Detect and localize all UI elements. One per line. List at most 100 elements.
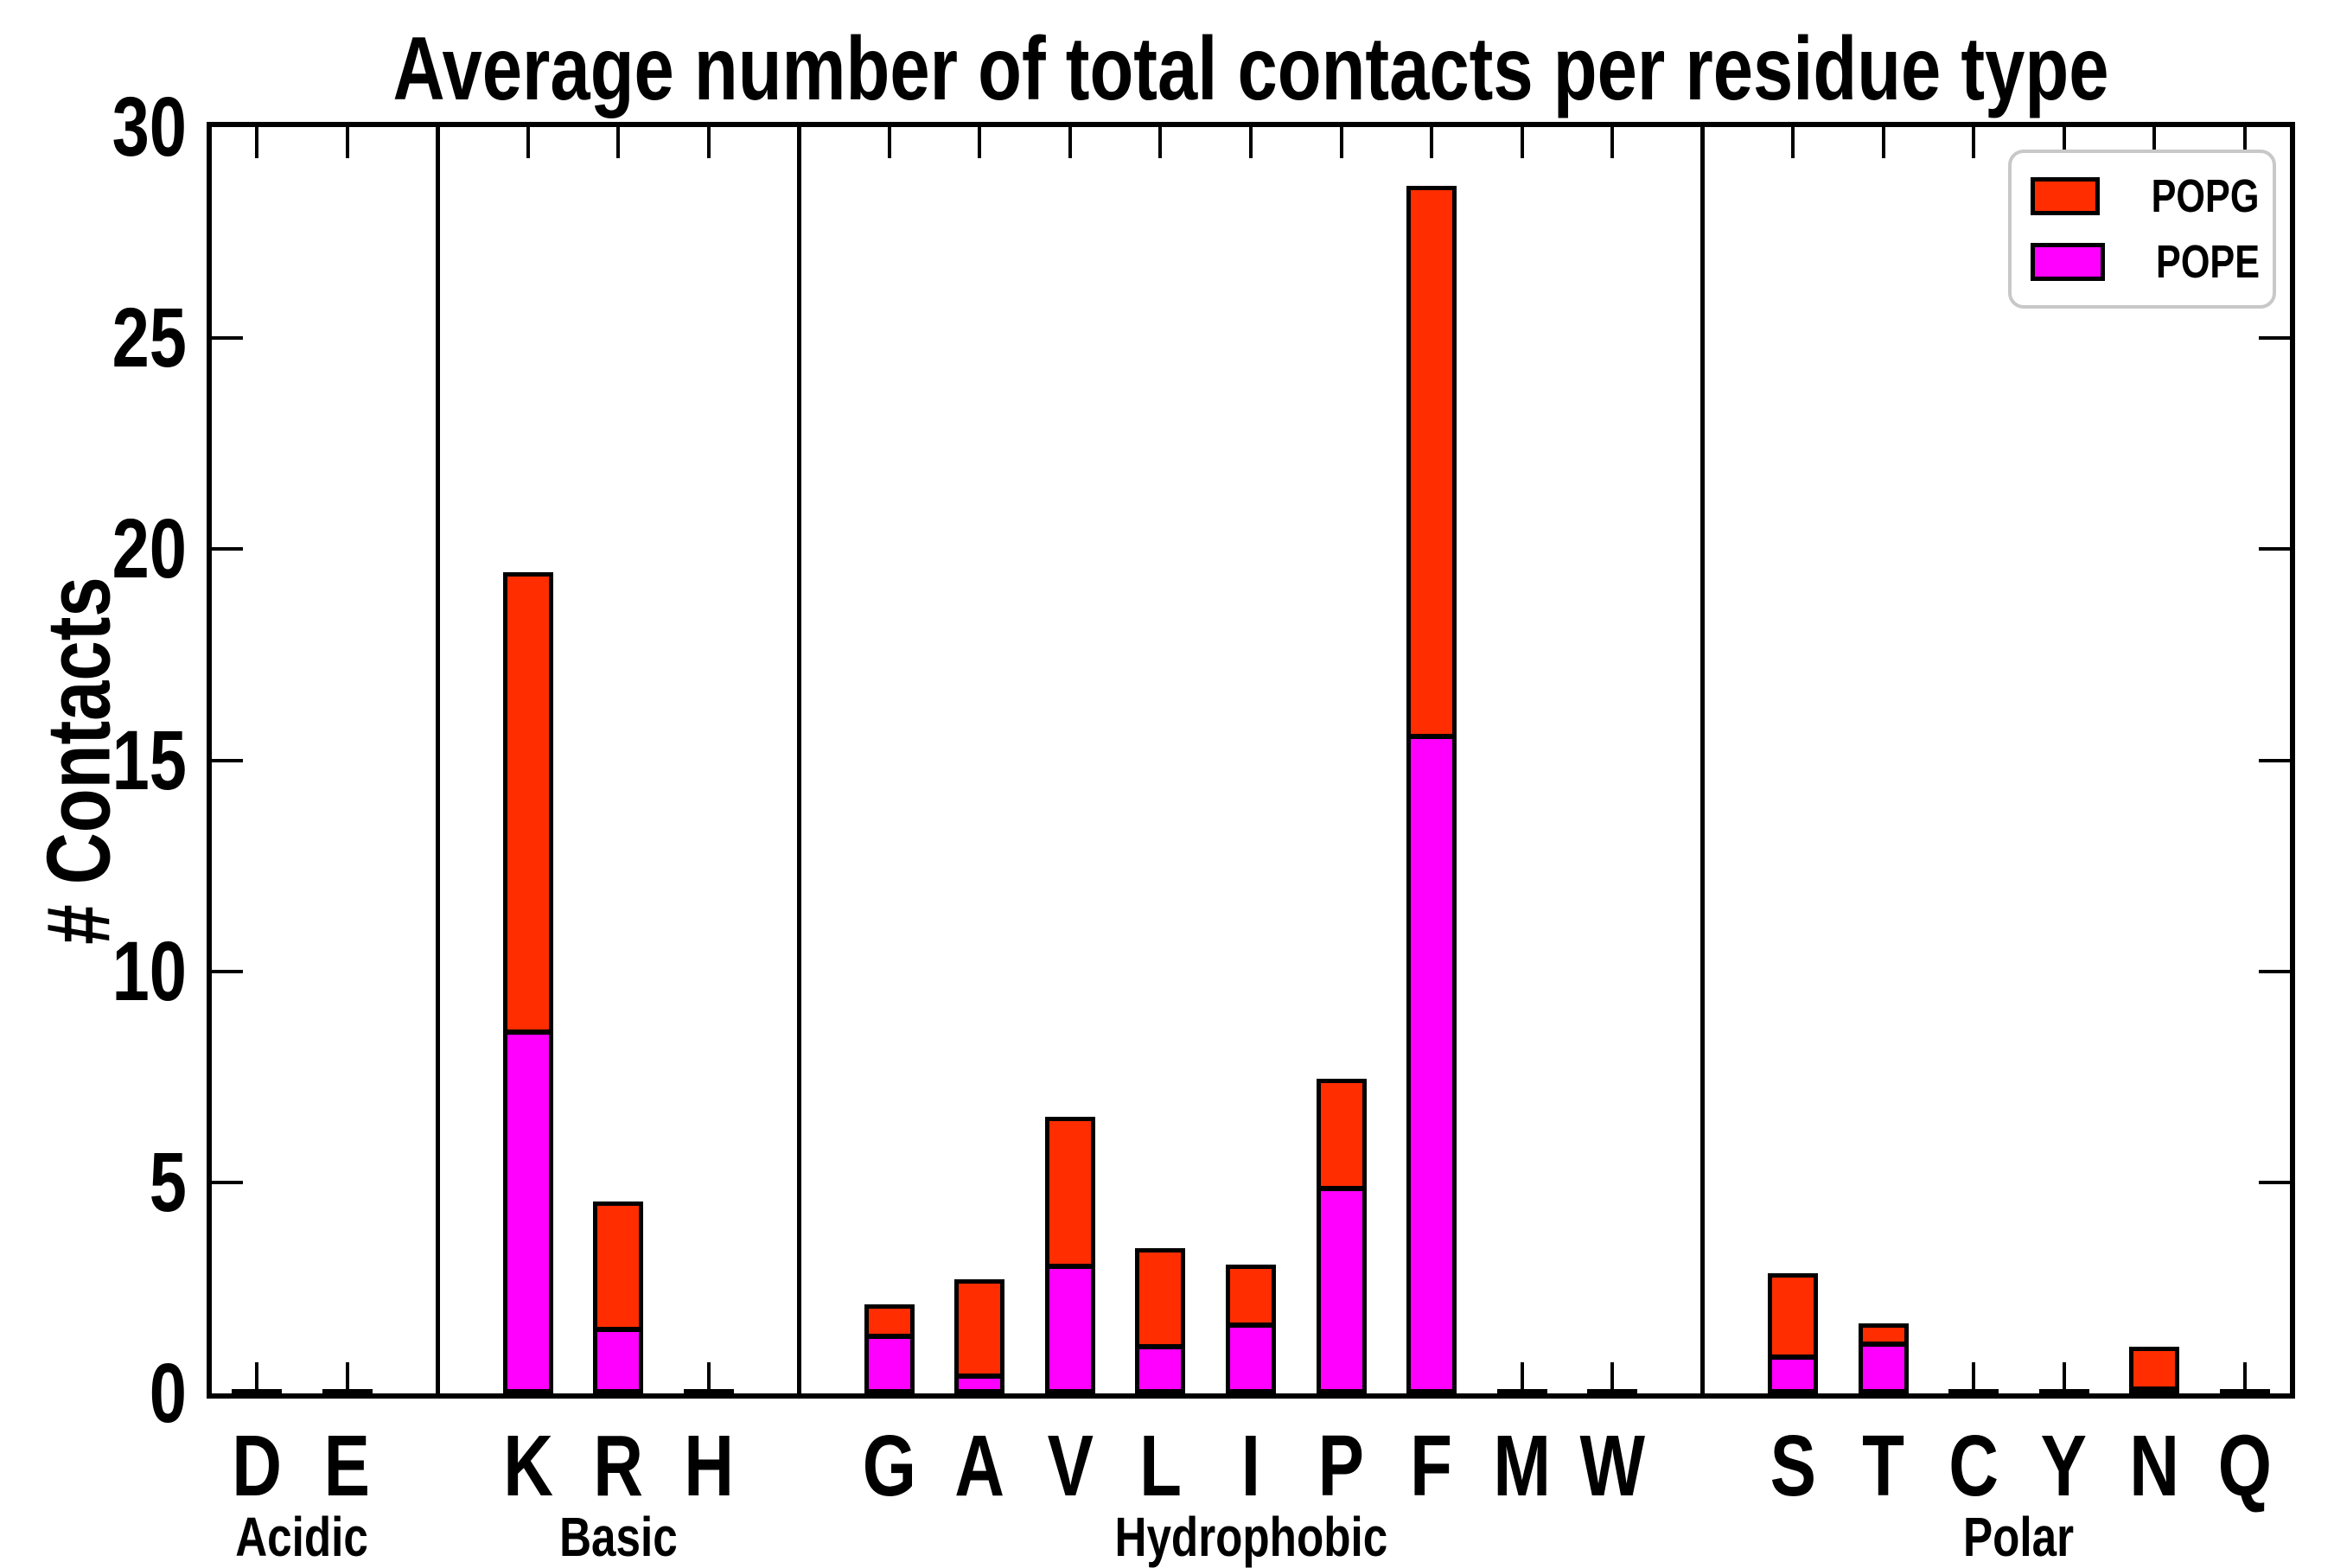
x-tick-letter: N: [2129, 1418, 2180, 1514]
x-tick-K: [526, 127, 530, 158]
group-label-hydrophobic: Hydrophobic: [992, 1506, 1510, 1568]
x-tick-C: [1972, 1362, 1976, 1393]
x-tick-letter: W: [1579, 1418, 1645, 1514]
x-tick-W: [1610, 127, 1615, 158]
y-tick-label-5: 5: [0, 1134, 187, 1229]
x-tick-label-E: E: [278, 1418, 417, 1514]
bar-I-popg: [1230, 1269, 1272, 1329]
legend-swatch-popg: [2031, 176, 2100, 215]
x-tick-label-Y: Y: [1995, 1418, 2133, 1514]
x-tick-letter: C: [1948, 1418, 1999, 1514]
y-tick-number: 20: [112, 501, 187, 596]
legend-label-pope: POPE: [2155, 236, 2260, 289]
x-tick-P: [1339, 127, 1343, 158]
x-tick-letter: Q: [2217, 1418, 2272, 1514]
y-tick-number: 5: [149, 1134, 187, 1229]
x-tick-H: [706, 127, 711, 158]
x-tick-E: [345, 1362, 349, 1393]
bar-P: [1316, 1079, 1367, 1393]
y-tick-number: 30: [112, 80, 187, 174]
bar-S: [1768, 1272, 1819, 1393]
bar-R: [593, 1201, 644, 1393]
group-label-polar: Polar: [1759, 1506, 2278, 1568]
bar-C: [1948, 1389, 1999, 1393]
x-tick-Q: [2242, 1362, 2247, 1393]
legend-swatch-pope: [2031, 243, 2105, 282]
x-tick-letter: D: [232, 1418, 283, 1514]
bar-N-popg: [2133, 1351, 2176, 1392]
bar-K: [502, 572, 553, 1393]
x-tick-F: [1430, 127, 1434, 158]
x-tick-label-M: M: [1453, 1418, 1591, 1514]
x-tick-letter: M: [1493, 1418, 1551, 1514]
x-tick-letter: T: [1862, 1418, 1905, 1514]
x-tick-letter: H: [683, 1418, 734, 1514]
group-label-basic: Basic: [359, 1506, 877, 1568]
legend-item-popg: POPG: [2031, 173, 2273, 220]
x-tick-label-T: T: [1814, 1418, 1953, 1514]
y-tick-number: 25: [112, 290, 187, 386]
x-tick-S: [1791, 127, 1795, 158]
bar-Y: [2038, 1389, 2089, 1393]
group-label-text: Acidic: [235, 1506, 369, 1568]
x-tick-D: [255, 1362, 259, 1393]
x-tick-label-P: P: [1272, 1418, 1411, 1514]
bar-V-popg: [1049, 1121, 1091, 1270]
group-separator: [1700, 127, 1706, 1393]
group-label-text: Hydrophobic: [1114, 1506, 1387, 1568]
bar-L-popg: [1139, 1252, 1182, 1349]
x-tick-label-D: D: [188, 1418, 326, 1514]
x-tick-D: [255, 127, 259, 158]
bar-N: [2129, 1347, 2180, 1393]
legend-label-popg: POPG: [2151, 169, 2260, 222]
x-tick-label-G: G: [820, 1418, 959, 1514]
bar-F-popg: [1411, 190, 1453, 740]
x-tick-I: [1249, 127, 1253, 158]
bar-T: [1858, 1323, 1909, 1393]
bar-I: [1226, 1265, 1276, 1393]
y-tick-label-0: 0: [0, 1348, 187, 1438]
x-tick-E: [345, 127, 349, 158]
y-tick-label-25: 25: [0, 293, 187, 383]
x-tick-Y: [2062, 1362, 2066, 1393]
chart-title: Average number of total contacts per res…: [178, 22, 2323, 117]
plot-area: POPG POPE: [207, 122, 2295, 1399]
x-tick-label-N: N: [2085, 1418, 2223, 1514]
x-tick-letter: L: [1139, 1418, 1182, 1514]
legend: POPG POPE: [2008, 150, 2276, 309]
x-tick-H: [706, 1362, 711, 1393]
group-label-text: Basic: [559, 1506, 678, 1568]
y-tick-label-20: 20: [0, 504, 187, 594]
x-tick-letter: E: [324, 1418, 371, 1514]
y-tick-right-10: [2259, 969, 2290, 973]
bar-A: [954, 1279, 1005, 1393]
y-tick-10: [212, 969, 243, 973]
y-tick-number: 0: [149, 1346, 187, 1440]
x-tick-label-K: K: [459, 1418, 597, 1514]
x-tick-A: [978, 127, 982, 158]
x-tick-label-Q: Q: [2176, 1418, 2314, 1514]
x-tick-letter: A: [954, 1418, 1005, 1514]
bar-E: [322, 1389, 373, 1393]
bar-T-popg: [1862, 1328, 1904, 1348]
x-tick-letter: S: [1770, 1418, 1816, 1514]
y-tick-right-25: [2259, 336, 2290, 341]
x-tick-label-V: V: [1001, 1418, 1139, 1514]
bar-Q: [2219, 1389, 2270, 1393]
x-tick-G: [887, 127, 891, 158]
group-separator: [796, 127, 801, 1393]
x-tick-label-R: R: [549, 1418, 687, 1514]
x-tick-letter: G: [862, 1418, 917, 1514]
x-tick-label-W: W: [1543, 1418, 1681, 1514]
x-tick-letter: I: [1240, 1418, 1261, 1514]
x-tick-letter: Y: [2040, 1418, 2088, 1514]
x-tick-M: [1520, 127, 1524, 158]
x-tick-letter: R: [593, 1418, 644, 1514]
x-tick-T: [1881, 127, 1885, 158]
y-tick-right-20: [2259, 547, 2290, 551]
group-label-text: Polar: [1963, 1506, 2075, 1568]
x-tick-V: [1068, 127, 1072, 158]
x-tick-letter: K: [502, 1418, 553, 1514]
x-tick-label-F: F: [1362, 1418, 1501, 1514]
bar-D: [232, 1389, 283, 1393]
